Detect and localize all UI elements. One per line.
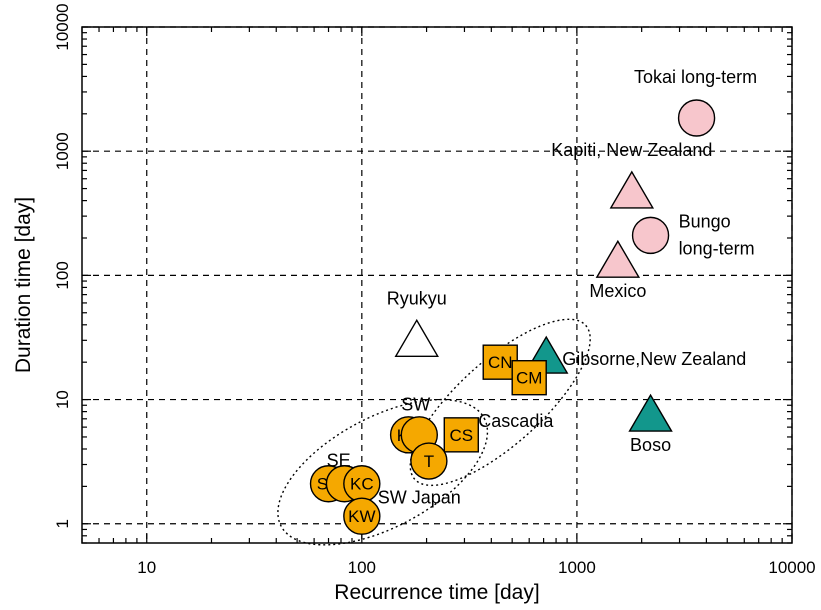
cascadia-group-ellipse [409,318,591,487]
cs-point-label: CS [449,426,473,445]
y-tick-label: 10000 [53,3,72,50]
bungo-annotation: Bungo [679,211,731,231]
y-tick-label: 10 [53,390,72,409]
cm-point-label: CM [516,369,542,388]
swjapan: SW Japan [378,488,461,508]
data-points: CNCMCSSCKCKWKNT [309,99,716,535]
ryukyu-annotation: Ryukyu [387,288,447,308]
axis-ticks: 10 100 1000 10000 1 10 100 1000 10000 [53,3,816,577]
mexico-marker [595,239,641,278]
y-tick-label: 1 [53,519,72,528]
se-label: SE [327,450,351,470]
boso-annotation: Boso [630,435,671,455]
bungo-marker [631,216,670,255]
kw-point-label: KW [348,507,375,526]
kapiti-annotation: Kapiti, New Zealand [551,140,712,160]
t-point-label: T [424,452,434,471]
sw-label: SW [401,394,430,414]
ryukyu-marker [394,318,439,358]
y-tick-label: 1000 [53,132,72,170]
group-ellipses [277,318,591,546]
boso-marker [628,393,673,432]
swjapan-group-ellipse [277,398,489,546]
x-tick-label: 10 [137,558,156,577]
annotations: Tokai long-term Bungo long-term Kapiti, New… [327,67,757,508]
cascadia: Cascadia [478,411,554,431]
gibsorne-annotation: Gibsorne,New Zealand [562,349,746,369]
kapiti-marker [609,170,655,209]
tokai-marker [677,99,716,137]
plot-frame [81,26,793,544]
cn-point-label: CN [488,353,513,372]
t-marker [410,442,448,480]
x-tick-label: 1000 [558,558,596,577]
y-axis-label: Duration time [day] [12,197,35,373]
tokai-annotation: Tokai long-term [634,67,757,87]
kc-point-label: KC [350,475,374,494]
y-tick-label: 100 [53,261,72,289]
x-axis-label: Recurrence time [day] [334,581,539,604]
x-tick-label: 10000 [768,558,815,577]
x-tick-label: 100 [348,558,376,577]
cm-marker [511,360,547,396]
cs-marker [443,417,479,453]
bungo-annotation-line2: long-term [679,238,755,258]
mexico-annotation: Mexico [589,281,646,301]
